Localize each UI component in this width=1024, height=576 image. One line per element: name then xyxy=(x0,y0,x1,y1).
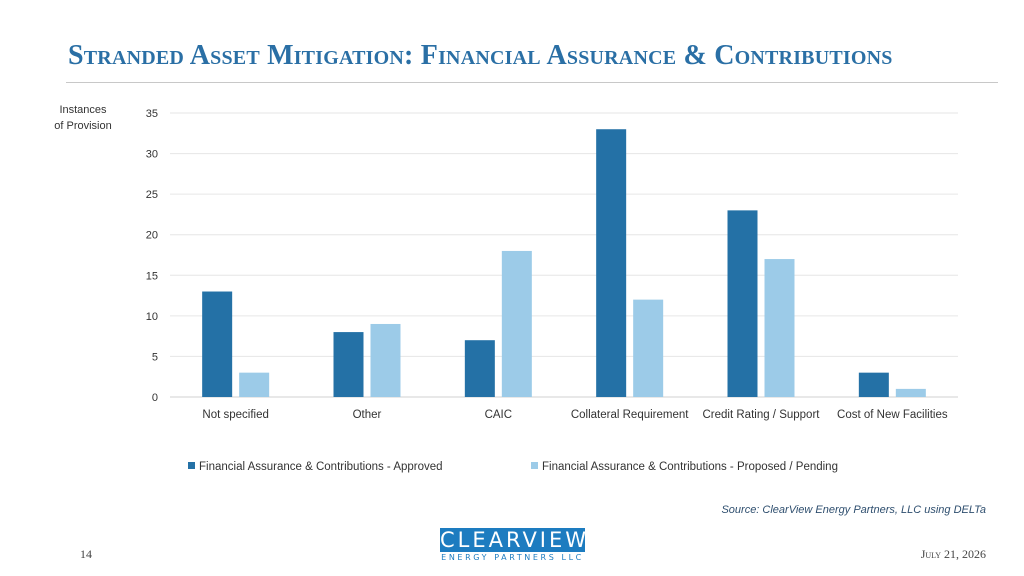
bar xyxy=(464,340,495,397)
logo-wordmark: CLEARVIEW xyxy=(440,528,590,552)
bar xyxy=(596,129,627,397)
x-tick-label: Collateral Requirement xyxy=(571,409,689,421)
bar xyxy=(858,372,889,397)
bar xyxy=(727,210,758,397)
company-logo: CLEARVIEW ENERGY PARTNERS LLC xyxy=(440,528,590,562)
slide-date: July 21, 2026 xyxy=(920,547,986,561)
x-tick-label: Cost of New Facilities xyxy=(837,409,948,421)
y-tick-label: 20 xyxy=(146,230,158,242)
y-tick-label: 0 xyxy=(152,392,158,404)
bar xyxy=(202,291,233,397)
y-tick-label: 15 xyxy=(146,270,158,282)
x-tick-label: Not specified xyxy=(202,409,268,421)
bar xyxy=(239,372,270,397)
y-axis-label: Instances xyxy=(59,104,107,116)
x-tick-label: Other xyxy=(353,409,382,421)
legend-swatch xyxy=(188,462,195,469)
y-tick-label: 30 xyxy=(146,149,158,161)
y-tick-label: 10 xyxy=(146,311,158,323)
logo-tagline: ENERGY PARTNERS LLC xyxy=(441,553,584,562)
legend-swatch xyxy=(531,462,538,469)
y-tick-label: 35 xyxy=(146,108,158,120)
legend-label: Financial Assurance & Contributions - Ap… xyxy=(199,461,443,473)
bar xyxy=(370,323,401,397)
legend-label: Financial Assurance & Contributions - Pr… xyxy=(542,461,838,473)
page-number: 14 xyxy=(80,547,92,561)
bar xyxy=(895,388,926,397)
bar xyxy=(764,259,795,397)
y-tick-label: 25 xyxy=(146,189,158,201)
x-tick-label: Credit Rating / Support xyxy=(703,409,821,421)
y-axis-label: of Provision xyxy=(54,120,111,132)
title-divider xyxy=(66,82,998,83)
bar xyxy=(633,299,664,397)
bar xyxy=(333,332,364,397)
bar xyxy=(501,250,532,397)
source-note: Source: ClearView Energy Partners, LLC u… xyxy=(721,504,986,516)
x-tick-label: CAIC xyxy=(485,409,512,421)
slide-title: Stranded Asset Mitigation: Financial Ass… xyxy=(68,40,893,71)
y-tick-label: 5 xyxy=(152,351,158,363)
